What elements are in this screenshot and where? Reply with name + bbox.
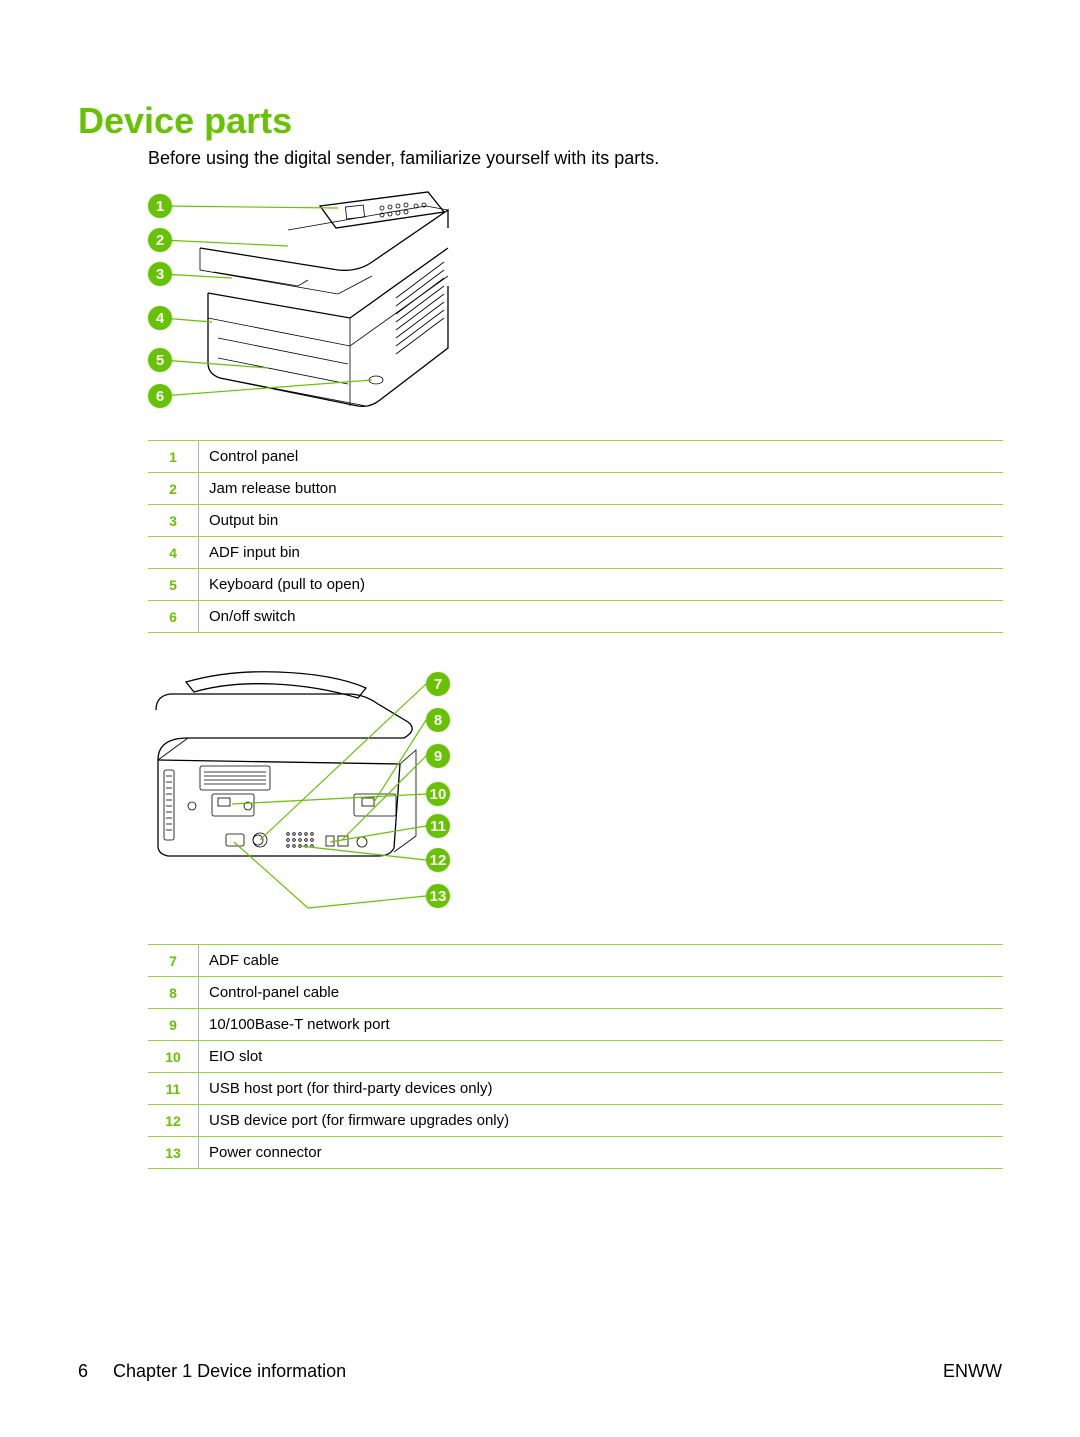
table-row: 910/100Base-T network port [148, 1009, 1003, 1041]
callout-3: 3 [148, 262, 172, 286]
callout-8: 8 [426, 708, 450, 732]
table-row: 4ADF input bin [148, 537, 1003, 569]
device-rear-svg [148, 668, 468, 918]
part-number: 1 [148, 441, 199, 473]
part-number: 10 [148, 1041, 199, 1073]
part-label: Control-panel cable [199, 977, 1004, 1009]
table-row: 13Power connector [148, 1137, 1003, 1169]
part-label: ADF input bin [199, 537, 1004, 569]
device-front-svg [148, 188, 468, 418]
callout-9: 9 [426, 744, 450, 768]
part-number: 13 [148, 1137, 199, 1169]
table-row: 1Control panel [148, 441, 1003, 473]
front-parts-table: 1Control panel2Jam release button3Output… [148, 440, 1003, 633]
part-label: Power connector [199, 1137, 1004, 1169]
part-label: USB host port (for third-party devices o… [199, 1073, 1004, 1105]
callout-10: 10 [426, 782, 450, 806]
table-row: 8Control-panel cable [148, 977, 1003, 1009]
rear-parts-table: 7ADF cable8Control-panel cable910/100Bas… [148, 944, 1003, 1169]
table-row: 12USB device port (for firmware upgrades… [148, 1105, 1003, 1137]
part-number: 7 [148, 945, 199, 977]
part-label: 10/100Base-T network port [199, 1009, 1004, 1041]
page-footer: 6 Chapter 1 Device information ENWW [78, 1361, 1002, 1382]
callout-11: 11 [426, 814, 450, 838]
part-number: 9 [148, 1009, 199, 1041]
table-row: 7ADF cable [148, 945, 1003, 977]
part-label: ADF cable [199, 945, 1004, 977]
part-label: Jam release button [199, 473, 1004, 505]
part-number: 6 [148, 601, 199, 633]
part-label: Output bin [199, 505, 1004, 537]
part-number: 11 [148, 1073, 199, 1105]
table-row: 10EIO slot [148, 1041, 1003, 1073]
callout-13: 13 [426, 884, 450, 908]
table-row: 6On/off switch [148, 601, 1003, 633]
callout-1: 1 [148, 194, 172, 218]
part-label: USB device port (for firmware upgrades o… [199, 1105, 1004, 1137]
table-row: 2Jam release button [148, 473, 1003, 505]
intro-text: Before using the digital sender, familia… [148, 148, 659, 169]
callout-4: 4 [148, 306, 172, 330]
device-rear-diagram: 7 8 9 10 11 12 13 [148, 668, 468, 918]
callout-7: 7 [426, 672, 450, 696]
part-label: On/off switch [199, 601, 1004, 633]
part-number: 12 [148, 1105, 199, 1137]
part-label: Control panel [199, 441, 1004, 473]
callout-6: 6 [148, 384, 172, 408]
footer-right: ENWW [943, 1361, 1002, 1382]
footer-left: 6 Chapter 1 Device information [78, 1361, 346, 1382]
part-label: EIO slot [199, 1041, 1004, 1073]
table-row: 11USB host port (for third-party devices… [148, 1073, 1003, 1105]
part-number: 2 [148, 473, 199, 505]
table-row: 3Output bin [148, 505, 1003, 537]
page-number: 6 [78, 1361, 88, 1381]
part-number: 4 [148, 537, 199, 569]
callout-2: 2 [148, 228, 172, 252]
callout-12: 12 [426, 848, 450, 872]
part-label: Keyboard (pull to open) [199, 569, 1004, 601]
part-number: 8 [148, 977, 199, 1009]
table-row: 5Keyboard (pull to open) [148, 569, 1003, 601]
device-front-diagram: 1 2 3 4 5 6 [148, 188, 468, 418]
callout-5: 5 [148, 348, 172, 372]
part-number: 3 [148, 505, 199, 537]
chapter-label: Chapter 1 Device information [113, 1361, 346, 1381]
page-heading: Device parts [78, 100, 292, 142]
part-number: 5 [148, 569, 199, 601]
page: Device parts Before using the digital se… [0, 0, 1080, 1437]
